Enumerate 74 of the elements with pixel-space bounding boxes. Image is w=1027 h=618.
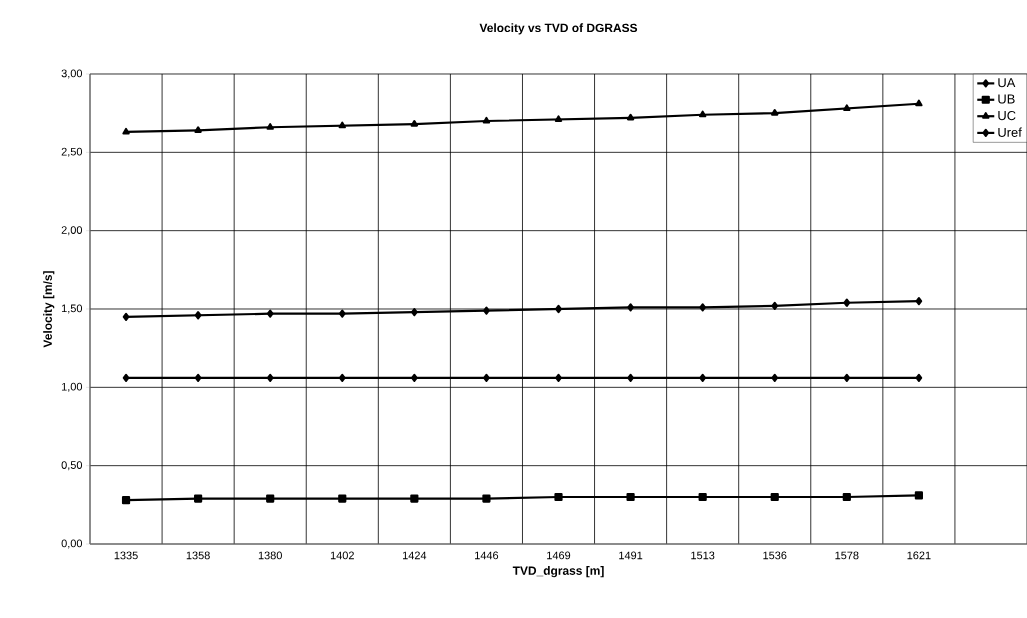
x-tick-label: 1621 [907, 551, 931, 560]
point [483, 373, 490, 383]
y-tick-label: 1,50 [61, 304, 83, 314]
point [842, 492, 851, 502]
point [266, 494, 275, 503]
point [194, 373, 202, 383]
point [338, 373, 346, 383]
point [266, 123, 274, 130]
y-axis-title: Velocity [m/s] [43, 271, 55, 348]
point [194, 126, 202, 133]
point [483, 306, 490, 315]
point [843, 104, 851, 112]
point [338, 309, 346, 318]
point [554, 492, 563, 502]
point [843, 373, 851, 383]
x-tick-label: 1358 [186, 551, 210, 560]
point [771, 301, 779, 310]
legend-label: UC [998, 110, 1016, 121]
x-tick-label: 1424 [402, 551, 427, 560]
point [626, 113, 635, 121]
point [770, 492, 779, 502]
point [699, 373, 707, 383]
point [915, 99, 923, 107]
legend-label: Uref [998, 127, 1022, 137]
point [555, 304, 562, 314]
y-tick-label: 1,00 [61, 382, 83, 392]
x-tick-label: 1469 [547, 551, 571, 560]
point [482, 116, 491, 124]
x-tick-label: 1446 [475, 551, 499, 560]
point [194, 494, 203, 503]
point [554, 115, 563, 123]
point [915, 373, 923, 383]
chart-title: Velocity vs TVD of DGRASS [479, 23, 638, 35]
point [410, 120, 419, 127]
x-tick-label: 1578 [835, 551, 859, 560]
point [627, 373, 634, 383]
x-tick-label: 1536 [763, 551, 787, 560]
point [411, 373, 418, 383]
x-tick-label: 1335 [114, 551, 138, 560]
point [698, 492, 707, 502]
y-tick-label: 2,00 [61, 226, 83, 236]
point [555, 373, 562, 383]
point [266, 309, 274, 318]
point [914, 491, 923, 500]
y-tick-label: 0,50 [61, 461, 83, 471]
legend-label: UA [998, 78, 1016, 88]
point [482, 494, 491, 503]
legend-label: UB [998, 94, 1015, 104]
point [194, 311, 202, 320]
point [843, 298, 851, 307]
point [122, 312, 130, 321]
y-tick-label: 3,00 [61, 69, 83, 79]
point [771, 373, 779, 383]
point [338, 121, 346, 129]
point [266, 373, 274, 383]
x-tick-label: 1380 [258, 551, 282, 560]
x-tick-label: 1402 [330, 551, 354, 560]
point [410, 494, 419, 503]
point [411, 308, 418, 317]
x-tick-label: 1491 [619, 551, 643, 560]
point [771, 109, 779, 116]
point [121, 496, 131, 505]
x-axis-title: TVD_dgrass [m] [512, 566, 604, 578]
point [626, 492, 635, 502]
point [627, 303, 634, 312]
y-tick-label: 2,50 [61, 147, 83, 157]
point [915, 297, 923, 306]
point [699, 303, 707, 312]
y-tick-label: 0,00 [61, 539, 83, 549]
x-tick-label: 1513 [691, 551, 715, 560]
point [122, 127, 130, 135]
point [122, 373, 130, 383]
point [698, 110, 707, 118]
point [338, 494, 347, 503]
